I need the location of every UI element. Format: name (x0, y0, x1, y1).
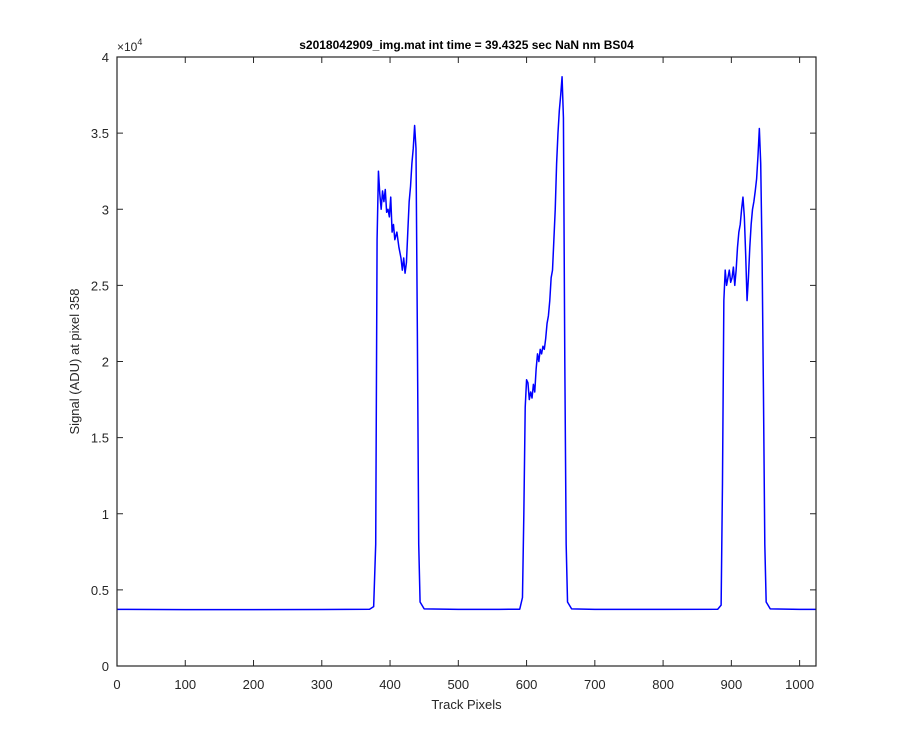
chart-title: s2018042909_img.mat int time = 39.4325 s… (299, 38, 634, 52)
y-multiplier-exp: 4 (137, 37, 142, 47)
x-axis-label: Track Pixels (431, 697, 502, 712)
x-tick-label-7: 700 (584, 677, 606, 692)
y-tick-label-0: 0 (102, 659, 109, 674)
y-tick-label-2: 1 (102, 507, 109, 522)
y-tick-label-1: 0.5 (91, 583, 109, 598)
plot-area (117, 57, 816, 666)
x-tick-label-4: 400 (379, 677, 401, 692)
x-tick-label-3: 300 (311, 677, 333, 692)
y-tick-label-5: 2.5 (91, 278, 109, 293)
x-tick-label-5: 500 (447, 677, 469, 692)
x-tick-label-1: 100 (174, 677, 196, 692)
y-axis-label: Signal (ADU) at pixel 358 (67, 289, 82, 435)
y-multiplier-base: ×10 (117, 40, 138, 54)
x-tick-label-2: 200 (243, 677, 265, 692)
series-line-0 (116, 76, 816, 611)
x-tick-label-10: 1000 (785, 677, 814, 692)
y-tick-label-8: 4 (102, 50, 109, 65)
series-layer (116, 76, 816, 611)
y-axis-multiplier: ×104 (117, 37, 142, 54)
x-tick-label-0: 0 (113, 677, 120, 692)
y-tick-label-6: 3 (102, 202, 109, 217)
x-tick-label-9: 900 (721, 677, 743, 692)
x-tick-label-6: 600 (516, 677, 538, 692)
y-tick-label-7: 3.5 (91, 126, 109, 141)
y-tick-label-4: 2 (102, 355, 109, 370)
ticks-layer: 0 100 200 300 400 500 600 700 800 900 1000 0 0.5 1 1.5… (91, 50, 816, 692)
x-tick-label-8: 800 (652, 677, 674, 692)
y-tick-label-3: 1.5 (91, 431, 109, 446)
